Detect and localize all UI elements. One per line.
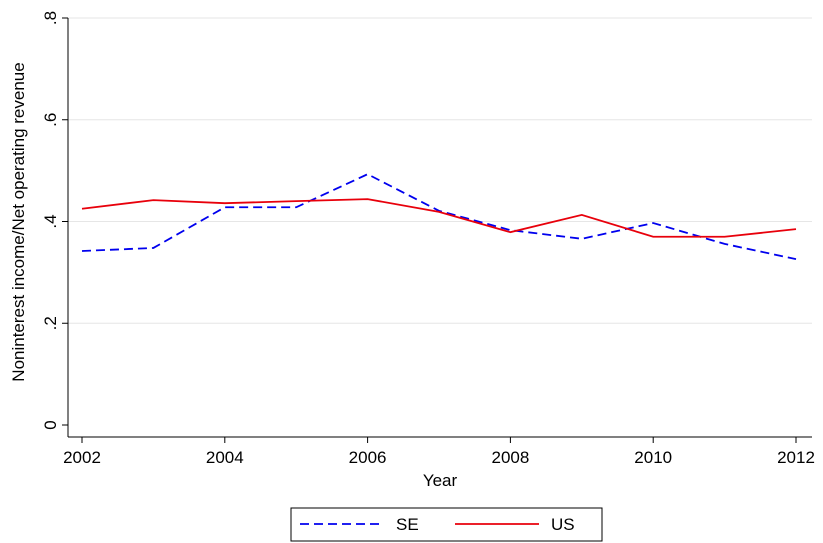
legend-box — [290, 507, 603, 542]
y-tick-label: 0 — [41, 420, 60, 429]
line — [81, 198, 797, 238]
x-tick-label: 2002 — [63, 448, 101, 467]
x-tick-label: 2012 — [777, 448, 815, 467]
x-tick-label: 2008 — [491, 448, 529, 467]
y-axis-label: Noninterest income/Net operating revenue — [9, 62, 28, 381]
x-tick-label: 2004 — [206, 448, 244, 467]
line — [81, 173, 797, 261]
x-tick-label: 2010 — [634, 448, 672, 467]
y-tick-label: .8 — [41, 11, 60, 25]
x-axis-label: Year — [423, 471, 458, 490]
y-tick-label: .4 — [41, 214, 60, 228]
y-tick-label: .2 — [41, 316, 60, 330]
x-tick-label: 2006 — [349, 448, 387, 467]
y-tick-label: .6 — [41, 113, 60, 127]
legend-label: SE — [396, 515, 419, 534]
legend-label: US — [551, 515, 575, 534]
